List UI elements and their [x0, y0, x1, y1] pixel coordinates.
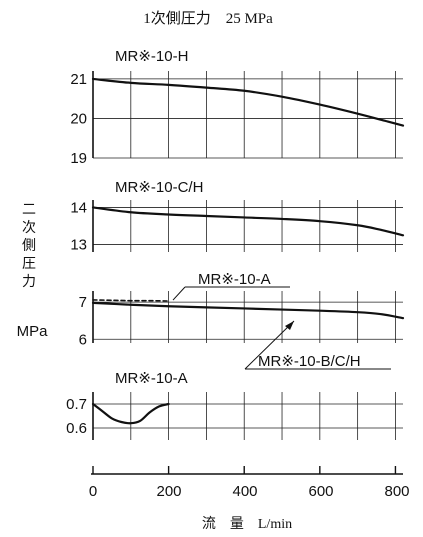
- y-axis-title: 二 次 側 圧 力: [22, 203, 36, 290]
- series-line: [91, 206, 405, 237]
- chart-panel-3: 6 7 MR※-10-A MR※-10-B/C/H: [79, 271, 405, 370]
- panel-title: MR※-10-C/H: [115, 179, 203, 196]
- y-tick-label: 13: [70, 237, 87, 254]
- chart-panel-4: 0.6 0.7 MR※-10-A: [66, 370, 403, 440]
- annotation-label-a: MR※-10-A: [198, 271, 271, 288]
- series-line: [91, 402, 170, 425]
- y-tick-label: 0.7: [66, 396, 87, 413]
- x-axis: 0 200 400 600 800: [89, 466, 410, 500]
- x-axis-title: 流 量 L/min: [202, 516, 292, 532]
- annotation-arrowhead-bch: [285, 321, 294, 330]
- chart-title: 1次側圧力 25 MPa: [143, 10, 273, 27]
- y-axis-title-char-4: 圧: [22, 257, 36, 272]
- series-line: [91, 301, 405, 320]
- x-axis-ticks: [92, 466, 397, 474]
- y-axis-title-char-1: 二: [22, 203, 36, 218]
- x-tick-label-0: 0: [89, 483, 97, 500]
- x-tick-label-400: 400: [232, 483, 257, 500]
- y-tick-label: 19: [70, 150, 87, 167]
- x-tick-label-800: 800: [384, 483, 409, 500]
- panel-title: MR※-10-A: [115, 370, 188, 387]
- y-tick-label: 0.6: [66, 420, 87, 437]
- annotation-label-bch: MR※-10-B/C/H: [258, 353, 361, 370]
- y-tick-label: 21: [70, 71, 87, 88]
- series-line: [91, 77, 405, 127]
- annotation-leader-a: [172, 286, 186, 301]
- y-axis-title-char-2: 次: [22, 220, 36, 236]
- panel-title: MR※-10-H: [115, 48, 188, 65]
- x-tick-label-200: 200: [156, 483, 181, 500]
- y-axis-title-char-5: 力: [22, 274, 36, 290]
- y-axis-title-char-3: 側: [22, 238, 36, 254]
- chart-panel-1: 19 20 21 MR※-10-H: [70, 48, 405, 167]
- y-axis-unit: MPa: [17, 323, 49, 340]
- x-tick-label-600: 600: [308, 483, 333, 500]
- y-tick-label: 7: [79, 294, 87, 311]
- chart-panel-2: 13 14 MR※-10-C/H: [70, 179, 405, 254]
- y-tick-label: 6: [79, 331, 87, 348]
- chart-panels: 19 20 21 MR※-10-H 13 14 MR※-10-C/H 6 7 MR※-10-A MR…: [66, 48, 405, 440]
- y-tick-label: 20: [70, 110, 87, 127]
- series-line-dashed: [92, 299, 170, 302]
- annotation-leader-bch: [244, 320, 295, 370]
- y-tick-label: 14: [70, 199, 87, 216]
